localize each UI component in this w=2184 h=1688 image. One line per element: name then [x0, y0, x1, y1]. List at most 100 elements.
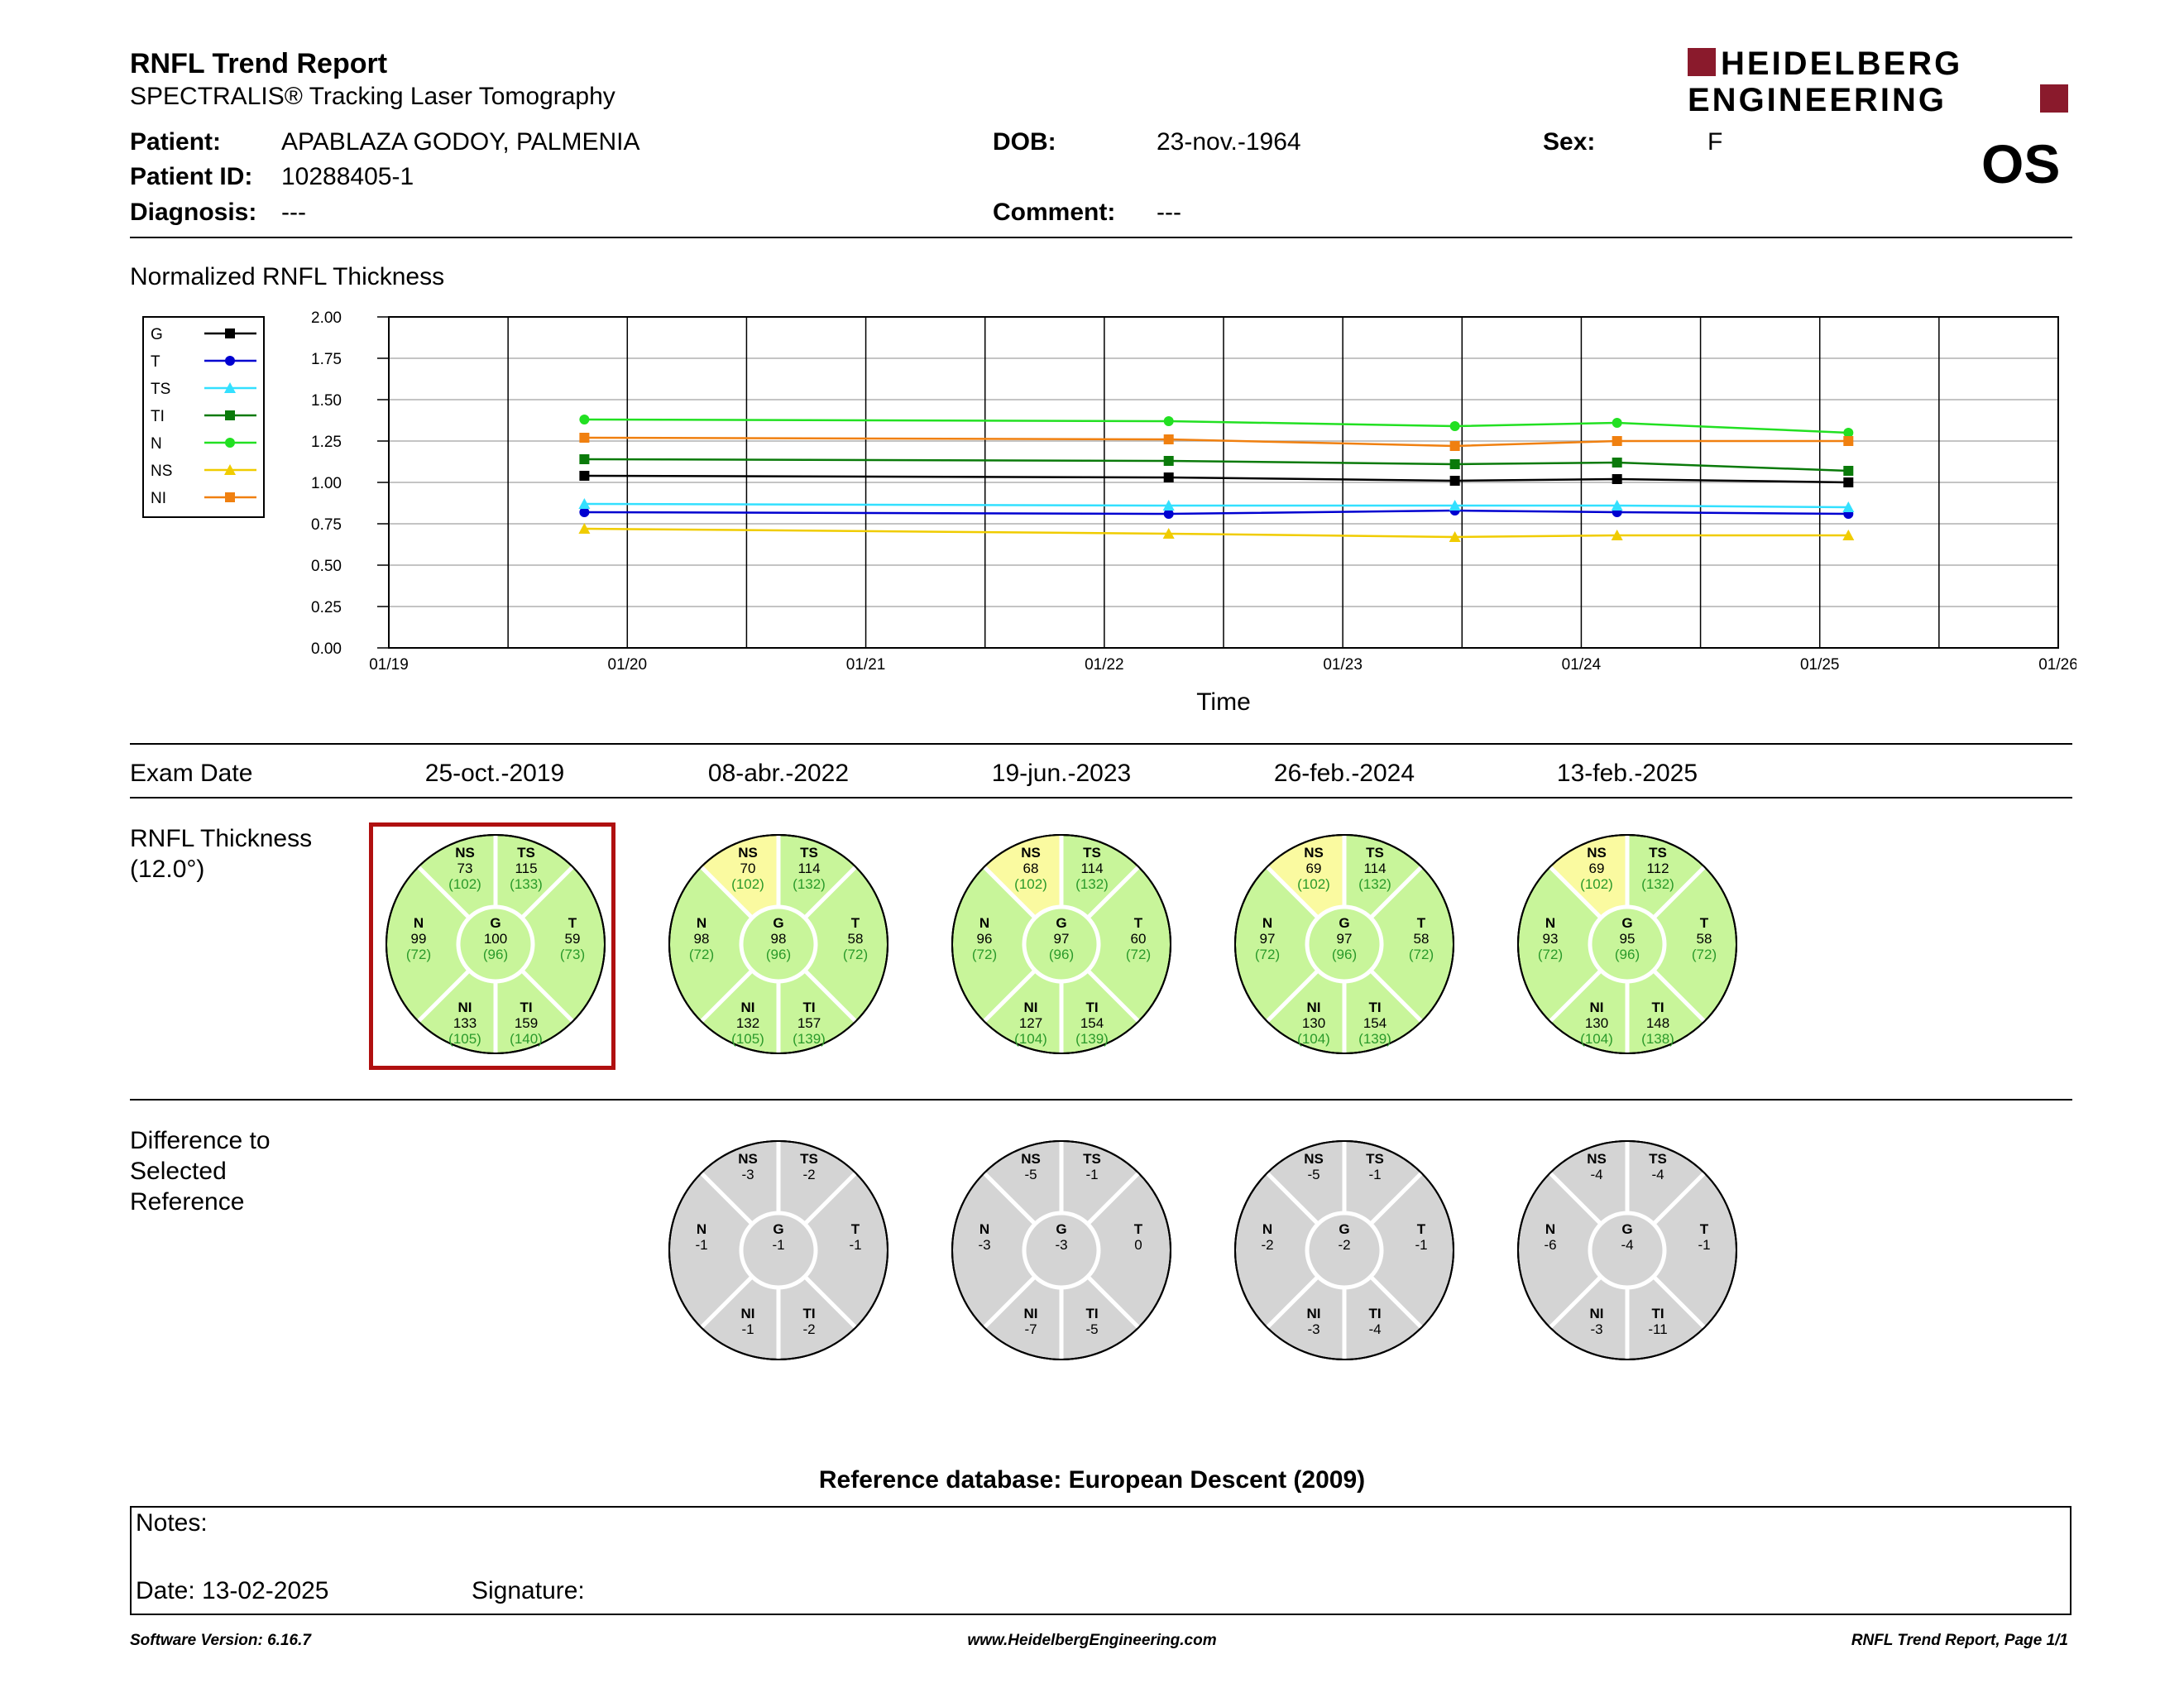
sector-value-ti: 157 [797, 1015, 821, 1031]
sector-g [739, 1211, 818, 1290]
data-point-ni [1163, 434, 1174, 444]
legend-label: TS [151, 381, 170, 398]
header-divider [130, 237, 2072, 238]
sex-value: F [1707, 128, 1723, 156]
sector-value-ni: 133 [453, 1015, 477, 1031]
x-tick-label: 01/26 [2038, 656, 2076, 674]
sector-label-ts: TS [1366, 1151, 1384, 1167]
sector-normal-g: (96) [483, 947, 508, 962]
legend-label: G [151, 326, 163, 343]
sector-normal-ti: (139) [793, 1031, 826, 1047]
sector-diff-g: -1 [772, 1237, 784, 1253]
difference-circle-3: NS-5TS-1N-2G-2T-1NI-3TI-4 [1234, 1140, 1454, 1360]
sector-label-n: N [697, 915, 706, 931]
sector-diff-g: -3 [1055, 1237, 1067, 1253]
sector-label-ni: NI [1307, 1000, 1321, 1015]
thickness-angle: (12.0°) [130, 856, 205, 883]
x-tick-label: 01/21 [846, 656, 886, 674]
data-point-ti [1163, 456, 1174, 466]
legend-marker-ti [225, 410, 235, 420]
x-tick-label: 01/20 [608, 656, 648, 674]
data-point-ts [1842, 501, 1855, 512]
sector-normal-n: (72) [972, 947, 997, 962]
sector-label-n: N [1262, 1221, 1272, 1237]
exam-divider-top [130, 743, 2072, 745]
sector-label-ti: TI [802, 1306, 815, 1321]
sector-value-ts: 114 [1363, 861, 1386, 876]
sector-diff-ns: -5 [1024, 1167, 1037, 1182]
sector-label-t: T [568, 915, 577, 931]
sector-label-ts: TS [1083, 845, 1101, 861]
y-tick-label: 1.75 [311, 351, 342, 368]
sector-normal-g: (96) [766, 947, 791, 962]
sector-normal-n: (72) [1538, 947, 1563, 962]
sector-normal-ts: (132) [1075, 876, 1109, 892]
footer-website: www.HeidelbergEngineering.com [967, 1632, 1217, 1649]
sector-label-t: T [851, 915, 860, 931]
series-line-ti [584, 458, 1849, 472]
legend-label: NI [151, 490, 166, 507]
data-point-ti [579, 454, 590, 464]
data-point-g [1449, 476, 1460, 486]
sector-normal-ns: (102) [1014, 876, 1047, 892]
legend-label: N [151, 435, 162, 453]
sector-value-ti: 148 [1646, 1015, 1669, 1031]
sector-normal-ts: (133) [510, 876, 543, 892]
sector-label-ts: TS [1649, 845, 1667, 861]
sector-g [1022, 1211, 1101, 1290]
legend-marker-g [225, 328, 235, 338]
y-tick-label: 0.75 [311, 516, 342, 534]
footer-page: RNFL Trend Report, Page 1/1 [1851, 1632, 2068, 1649]
sector-diff-n: -3 [978, 1237, 990, 1253]
sector-label-t: T [1417, 1221, 1426, 1237]
sector-diff-ni: -3 [1307, 1321, 1320, 1337]
legend-marker-ni [225, 492, 235, 502]
svg-text:HEIDELBERG: HEIDELBERG [1721, 46, 1962, 82]
sector-normal-g: (96) [1332, 947, 1357, 962]
sector-value-ti: 159 [515, 1015, 538, 1031]
sector-value-ns: 73 [457, 861, 473, 876]
difference-label-3: Reference [130, 1188, 245, 1216]
sector-label-g: G [1339, 1221, 1349, 1237]
diagnosis-value: --- [281, 199, 306, 226]
exam-date-2: 08-abr.-2022 [707, 760, 850, 787]
y-tick-label: 1.00 [311, 475, 342, 492]
sector-label-ni: NI [741, 1306, 755, 1321]
sector-label-n: N [979, 915, 989, 931]
sector-diff-ti: -11 [1648, 1321, 1667, 1337]
sector-label-ni: NI [1307, 1306, 1321, 1321]
sector-label-ti: TI [1368, 1306, 1381, 1321]
exam-date-1: 25-oct.-2019 [424, 760, 565, 787]
y-tick-label: 0.00 [311, 640, 342, 658]
data-point-ni [1843, 436, 1854, 446]
sector-value-ns: 70 [740, 861, 756, 876]
sector-label-t: T [1134, 915, 1143, 931]
sector-normal-ni: (104) [1297, 1031, 1330, 1047]
sector-label-ti: TI [1085, 1306, 1098, 1321]
difference-label-1: Difference to [130, 1127, 271, 1154]
sector-label-ni: NI [1590, 1000, 1604, 1015]
sector-diff-ts: -1 [1368, 1167, 1381, 1182]
x-tick-label: 01/23 [1323, 656, 1363, 674]
diagnosis-label: Diagnosis: [130, 199, 257, 226]
sector-diff-ns: -4 [1590, 1167, 1602, 1182]
svg-text:ENGINEERING: ENGINEERING [1688, 82, 1947, 114]
reference-database: Reference database: European Descent (20… [818, 1466, 1366, 1494]
sector-label-ts: TS [517, 845, 535, 861]
rnfl-circle-5: NS69(102)TS112(132)N93(72)G95(96)T58(72)… [1517, 834, 1737, 1054]
sector-normal-t: (72) [843, 947, 868, 962]
sector-diff-ns: -5 [1307, 1167, 1320, 1182]
sector-value-t: 59 [565, 931, 581, 947]
sector-normal-ni: (105) [731, 1031, 764, 1047]
trend-chart: 0.00 0.25 0.50 0.75 1.00 1.25 1.50 1.75 2.00 01/1… [142, 309, 2076, 712]
sector-value-n: 98 [694, 931, 710, 947]
legend-marker-ns [224, 464, 236, 475]
series-line-ns [584, 527, 1849, 539]
heidelberg-logo: HEIDELBERG ENGINEERING [1688, 46, 2068, 114]
sector-value-g: 97 [1054, 931, 1070, 947]
sector-diff-ns: -3 [741, 1167, 754, 1182]
data-point-t [579, 507, 590, 517]
sector-diff-t: 0 [1134, 1237, 1142, 1253]
data-point-n [1163, 416, 1174, 426]
